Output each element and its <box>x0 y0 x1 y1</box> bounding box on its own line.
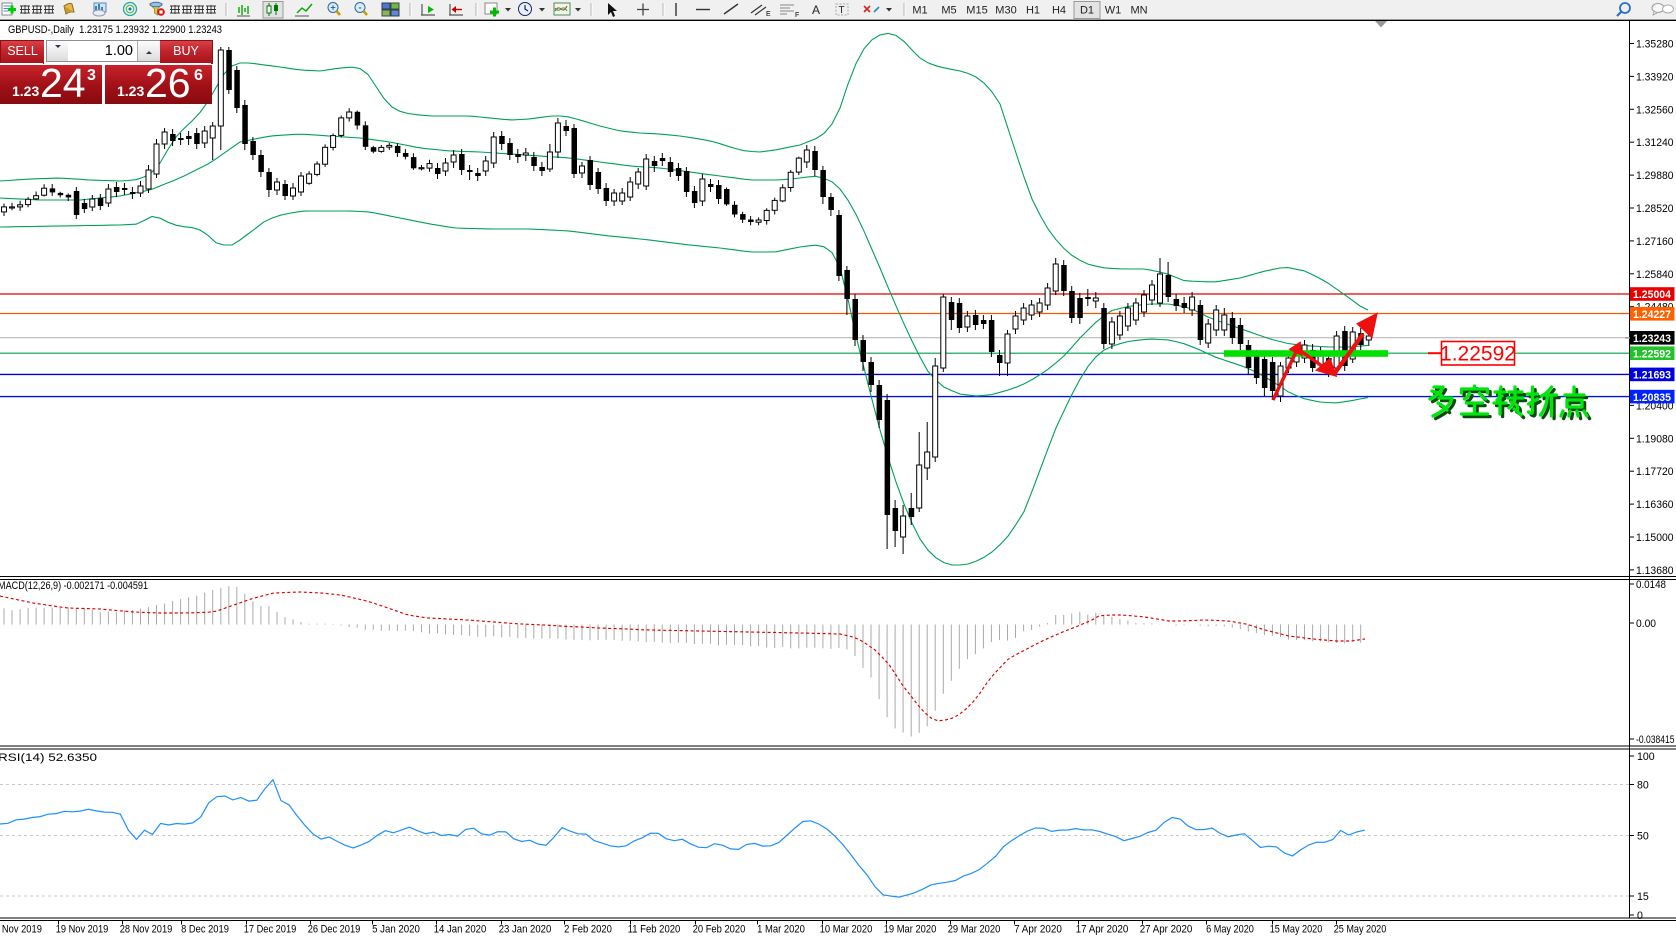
svg-text:27 Apr 2020: 27 Apr 2020 <box>1140 924 1193 936</box>
svg-text:+: + <box>330 3 335 13</box>
svg-text:80: 80 <box>1637 780 1649 792</box>
svg-text:6 May 2020: 6 May 2020 <box>1206 924 1254 936</box>
svg-text:M30: M30 <box>995 5 1016 17</box>
svg-text:-0.038415: -0.038415 <box>1636 734 1675 746</box>
svg-text:23 Jan 2020: 23 Jan 2020 <box>499 924 552 936</box>
svg-text:1.16360: 1.16360 <box>1636 499 1674 511</box>
svg-text:1.25840: 1.25840 <box>1636 269 1674 281</box>
svg-text:25 May 2020: 25 May 2020 <box>1334 924 1387 936</box>
svg-text:1 Mar 2020: 1 Mar 2020 <box>757 924 805 936</box>
svg-text:1.28520: 1.28520 <box>1636 203 1674 215</box>
svg-text:17 Apr 2020: 17 Apr 2020 <box>1076 924 1129 936</box>
svg-text:-: - <box>359 3 362 13</box>
svg-text:MN: MN <box>1130 5 1147 17</box>
svg-text:1.19080: 1.19080 <box>1636 433 1674 445</box>
svg-text:A: A <box>812 3 820 17</box>
svg-text:1.33920: 1.33920 <box>1636 71 1674 83</box>
svg-text:M5: M5 <box>941 5 956 17</box>
svg-text:1.27160: 1.27160 <box>1636 236 1674 248</box>
svg-text:0.00: 0.00 <box>1636 618 1656 630</box>
svg-text:1.15000: 1.15000 <box>1636 532 1674 544</box>
svg-text:F: F <box>795 12 799 19</box>
svg-text:RSI(14) 52.6350: RSI(14) 52.6350 <box>0 752 97 764</box>
svg-text:1.17720: 1.17720 <box>1636 466 1674 478</box>
svg-text:0: 0 <box>1637 910 1643 922</box>
svg-text:5 Nov 2019: 5 Nov 2019 <box>0 924 42 936</box>
svg-text:1.13680: 1.13680 <box>1636 565 1674 577</box>
svg-text:W1: W1 <box>1105 5 1122 17</box>
svg-text:1.32560: 1.32560 <box>1636 104 1674 116</box>
svg-text:100: 100 <box>1637 751 1655 763</box>
svg-text:10 Mar 2020: 10 Mar 2020 <box>820 924 873 936</box>
svg-text:1.35280: 1.35280 <box>1636 39 1674 51</box>
svg-text:50: 50 <box>1637 831 1649 843</box>
svg-text:5 Jan 2020: 5 Jan 2020 <box>372 924 420 936</box>
svg-text:14 Jan 2020: 14 Jan 2020 <box>434 924 487 936</box>
svg-text:19 Nov 2019: 19 Nov 2019 <box>56 924 109 936</box>
svg-text:MACD(12,26,9) -0.002171 -0.004: MACD(12,26,9) -0.002171 -0.004591 <box>0 580 148 592</box>
svg-text:H1: H1 <box>1026 5 1040 17</box>
svg-text:D1: D1 <box>1080 5 1094 17</box>
svg-text:7 Apr 2020: 7 Apr 2020 <box>1014 924 1062 936</box>
svg-text:28 Nov 2019: 28 Nov 2019 <box>120 924 173 936</box>
svg-text:H4: H4 <box>1052 5 1066 17</box>
svg-text:M15: M15 <box>966 5 987 17</box>
svg-text:15: 15 <box>1637 891 1649 903</box>
svg-text:T: T <box>839 5 845 16</box>
svg-text:1.24227: 1.24227 <box>1633 309 1671 321</box>
svg-text:1.22592: 1.22592 <box>1440 343 1516 366</box>
svg-text:1.31240: 1.31240 <box>1636 137 1674 149</box>
svg-text:17 Dec 2019: 17 Dec 2019 <box>244 924 297 936</box>
svg-text:19 Mar 2020: 19 Mar 2020 <box>884 924 937 936</box>
svg-text:15 May 2020: 15 May 2020 <box>1270 924 1323 936</box>
svg-text:2 Feb 2020: 2 Feb 2020 <box>564 924 612 936</box>
svg-text:0.0148: 0.0148 <box>1636 579 1666 591</box>
svg-text:GBPUSD-,Daily 1.23175 1.23932: GBPUSD-,Daily 1.23175 1.23932 1.22900 1.… <box>8 24 222 36</box>
svg-text:20 Feb 2020: 20 Feb 2020 <box>693 924 746 936</box>
svg-text:26 Dec 2019: 26 Dec 2019 <box>308 924 361 936</box>
svg-text:1.21693: 1.21693 <box>1633 370 1671 382</box>
svg-text:1.25004: 1.25004 <box>1633 289 1672 301</box>
svg-text:M1: M1 <box>912 5 927 17</box>
svg-text:1.29880: 1.29880 <box>1636 170 1674 182</box>
svg-text:29 Mar 2020: 29 Mar 2020 <box>948 924 1001 936</box>
svg-text:1.20835: 1.20835 <box>1633 392 1671 404</box>
svg-text:E: E <box>766 11 771 18</box>
svg-text:1.22592: 1.22592 <box>1633 348 1671 360</box>
svg-text:11 Feb 2020: 11 Feb 2020 <box>628 924 681 936</box>
svg-text:1.23243: 1.23243 <box>1633 333 1671 345</box>
svg-text:8 Dec 2019: 8 Dec 2019 <box>181 924 229 936</box>
